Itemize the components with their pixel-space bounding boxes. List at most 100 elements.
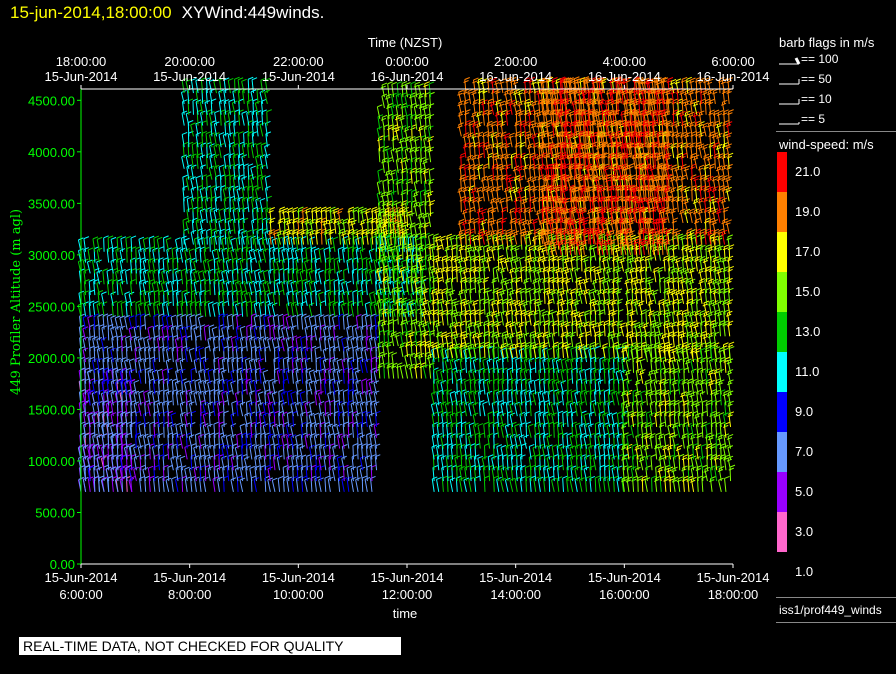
wind-barb [171, 246, 178, 263]
wind-barb [560, 331, 567, 348]
top-tick-date: 16-Jun-2014 [588, 69, 661, 84]
wind-barb [125, 235, 132, 252]
wind-barb [175, 247, 182, 263]
wind-barb [189, 422, 196, 438]
wind-barb [390, 362, 398, 379]
wind-barb [370, 235, 376, 252]
wind-barb [96, 357, 103, 373]
wind-barb [248, 291, 255, 306]
barb-symbol-icon [779, 98, 800, 105]
wind-barb [463, 309, 471, 326]
top-tick-date: 15-Jun-2014 [153, 69, 226, 84]
wind-barb [521, 198, 529, 213]
colorbar-label: 9.0 [795, 404, 814, 419]
wind-barb [83, 422, 89, 438]
wind-barb [158, 246, 164, 263]
wind-barb [318, 335, 325, 352]
y-tick-label: 3500.00 [28, 196, 75, 211]
wind-barb [657, 266, 664, 283]
wind-barb [158, 313, 164, 330]
wind-barb [609, 238, 617, 255]
wind-barb [680, 391, 687, 406]
wind-barb [489, 100, 497, 115]
wind-barb [503, 132, 511, 148]
wind-barb [514, 276, 522, 294]
wind-barb [129, 443, 136, 460]
wind-barb [300, 236, 307, 252]
wind-barb [501, 378, 508, 395]
wind-barb [209, 235, 215, 252]
wind-barb [522, 153, 530, 169]
wind-barb [171, 476, 177, 492]
wind-barb [360, 279, 367, 296]
wind-barb [642, 322, 650, 337]
wind-barb [295, 236, 302, 252]
top-tick-time: 22:00:00 [273, 54, 324, 69]
wind-barb [199, 290, 205, 306]
wind-barb [556, 476, 563, 492]
wind-barb [319, 300, 326, 317]
wind-barb [176, 345, 183, 363]
wind-barb [277, 475, 284, 492]
colorbar-swatch [777, 392, 787, 432]
wind-barb [519, 454, 526, 471]
wind-barb [688, 208, 695, 224]
wind-barb [542, 357, 549, 373]
wind-barb [341, 290, 348, 306]
wind-barb [147, 290, 154, 306]
x-tick-time: 14:00:00 [490, 587, 541, 602]
wind-barb [328, 268, 334, 285]
wind-barb [611, 422, 618, 438]
wind-barb [152, 247, 158, 263]
wind-barb [537, 476, 544, 492]
x-tick-time: 8:00:00 [168, 587, 211, 602]
wind-barb [179, 411, 186, 428]
wind-barb [139, 257, 146, 274]
wind-barb [240, 368, 246, 384]
wind-barb [722, 347, 729, 363]
wind-barb [305, 246, 312, 263]
wind-barb [157, 475, 164, 492]
top-tick-time: 6:00:00 [711, 54, 754, 69]
wind-barb [156, 411, 163, 428]
wind-barb [370, 476, 376, 492]
wind-barb [227, 77, 234, 94]
wind-barb [153, 313, 159, 330]
wind-barb [471, 235, 479, 250]
wind-barb [226, 313, 233, 330]
wind-barb [694, 412, 701, 428]
top-tick-date: 16-Jun-2014 [479, 69, 552, 84]
colorbar-label: 19.0 [795, 204, 821, 219]
wind-barb [96, 247, 103, 263]
wind-barb [482, 401, 488, 417]
wind-barb [264, 153, 271, 169]
wind-barb [663, 475, 670, 492]
wind-barb [638, 456, 646, 471]
wind-barb [457, 122, 464, 137]
wind-barb [500, 444, 507, 460]
wind-barb [282, 235, 289, 252]
wind-barb [120, 236, 127, 252]
wind-barb [268, 207, 275, 223]
wind-barb [377, 362, 385, 379]
wind-barb [147, 258, 154, 274]
wind-barb [440, 309, 447, 326]
wind-barb [166, 301, 172, 317]
wind-barb [615, 277, 623, 294]
wind-barb [508, 207, 516, 223]
wind-barb [524, 411, 530, 428]
speed-legend-title: wind-speed: m/s [779, 137, 874, 152]
wind-barb [278, 289, 284, 306]
wind-barb [449, 390, 456, 406]
wind-barb [221, 236, 228, 252]
y-tick-label: 500.00 [35, 505, 75, 520]
wind-barb [722, 390, 730, 406]
wind-barb [226, 390, 232, 406]
wind-barb [226, 235, 233, 252]
wind-barb [107, 453, 114, 471]
wind-barb [685, 347, 692, 363]
wind-barb [175, 237, 181, 252]
x-tick-time: 10:00:00 [273, 587, 324, 602]
wind-barb [106, 346, 113, 363]
